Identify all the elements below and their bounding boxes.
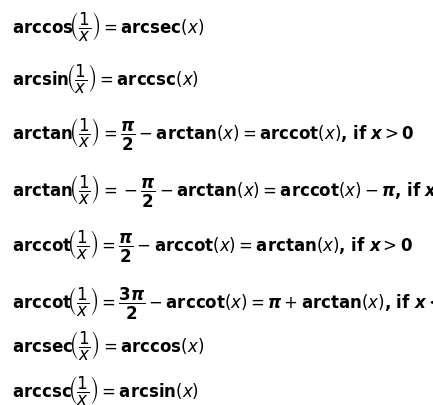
Text: $\mathbf{arctan}\!\left(\dfrac{1}{x}\right) = -\dfrac{\boldsymbol{\pi}}{\mathbf{: $\mathbf{arctan}\!\left(\dfrac{1}{x}\rig… bbox=[12, 173, 433, 209]
Text: $\mathbf{arccos}\!\left(\dfrac{1}{x}\right) = \mathbf{arcsec}(x)$: $\mathbf{arccos}\!\left(\dfrac{1}{x}\rig… bbox=[12, 10, 204, 43]
Text: $\mathbf{arccsc}\!\left(\dfrac{1}{x}\right) = \mathbf{arcsin}(x)$: $\mathbf{arccsc}\!\left(\dfrac{1}{x}\rig… bbox=[12, 373, 199, 405]
Text: $\mathbf{arccot}\!\left(\dfrac{1}{x}\right) = \dfrac{\boldsymbol{\pi}}{\mathbf{2: $\mathbf{arccot}\!\left(\dfrac{1}{x}\rig… bbox=[12, 228, 413, 264]
Text: $\mathbf{arccot}\!\left(\dfrac{1}{x}\right) = \dfrac{\mathbf{3}\boldsymbol{\pi}}: $\mathbf{arccot}\!\left(\dfrac{1}{x}\rig… bbox=[12, 284, 433, 320]
Text: $\mathbf{arcsec}\!\left(\dfrac{1}{x}\right) = \mathbf{arccos}(x)$: $\mathbf{arcsec}\!\left(\dfrac{1}{x}\rig… bbox=[12, 329, 204, 362]
Text: $\mathbf{arcsin}\!\left(\dfrac{1}{x}\right) = \mathbf{arccsc}(x)$: $\mathbf{arcsin}\!\left(\dfrac{1}{x}\rig… bbox=[12, 62, 199, 95]
Text: $\mathbf{arctan}\!\left(\dfrac{1}{x}\right) = \dfrac{\boldsymbol{\pi}}{\mathbf{2: $\mathbf{arctan}\!\left(\dfrac{1}{x}\rig… bbox=[12, 116, 414, 152]
